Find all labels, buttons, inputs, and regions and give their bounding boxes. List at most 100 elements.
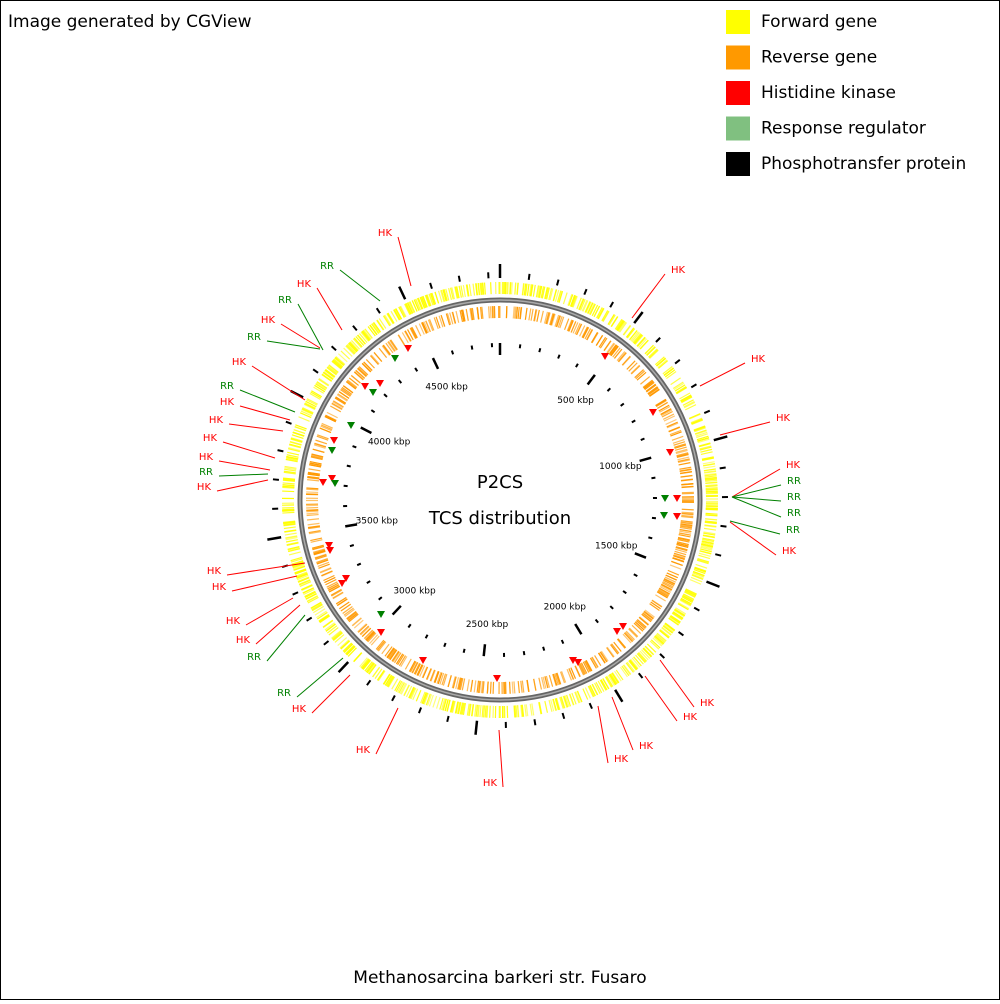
outer-tick — [278, 450, 284, 451]
feature-label: RR — [220, 381, 234, 392]
feature-label: HK — [786, 460, 801, 471]
scale-label: 3500 kbp — [356, 516, 399, 526]
legend-swatch — [726, 10, 750, 34]
inner-tick — [464, 649, 465, 653]
inner-tick — [452, 351, 453, 355]
outer-tick — [273, 479, 279, 480]
forward-gene — [705, 515, 717, 516]
scale-label: 3000 kbp — [393, 587, 436, 597]
legend-label: Response regulator — [761, 119, 926, 139]
forward-gene — [485, 283, 486, 295]
feature-label: RR — [247, 332, 261, 343]
feature-label: RR — [247, 652, 261, 663]
forward-gene — [282, 487, 294, 488]
legend-label: Forward gene — [761, 12, 877, 32]
feature-label: HK — [356, 745, 371, 756]
inner-tick — [347, 466, 351, 467]
reverse-gene — [306, 510, 318, 511]
scale-label: 500 kbp — [557, 396, 594, 406]
forward-gene — [283, 485, 295, 486]
feature-label: HK — [292, 704, 307, 715]
scale-label: 4000 kbp — [368, 438, 411, 448]
legend-swatch — [726, 46, 750, 70]
forward-gene — [491, 282, 492, 294]
forward-gene — [706, 486, 718, 487]
outer-tick — [720, 468, 726, 469]
feature-label: HK — [700, 698, 715, 709]
feature-label: HK — [671, 265, 686, 276]
inner-tick — [350, 545, 354, 546]
reverse-gene — [510, 682, 511, 694]
outer-tick — [447, 716, 448, 722]
feature-label: RR — [787, 508, 801, 519]
feature-label: HK — [199, 452, 214, 463]
feature-label: HK — [751, 354, 766, 365]
forward-gene — [490, 706, 491, 718]
reverse-gene — [487, 682, 488, 694]
outer-tick — [459, 276, 460, 282]
feature-label: HK — [776, 413, 791, 424]
inner-tick — [353, 446, 357, 447]
inner-tick — [651, 478, 655, 479]
inner-tick — [539, 348, 540, 352]
scale-label: 4500 kbp — [425, 382, 468, 392]
forward-gene — [706, 513, 718, 514]
feature-label: HK — [614, 754, 629, 765]
inner-tick — [472, 346, 473, 350]
inner-tick — [444, 643, 445, 647]
feature-label: RR — [277, 688, 291, 699]
feature-label: RR — [786, 525, 800, 536]
scale-label: 1000 kbp — [599, 462, 642, 472]
forward-gene — [706, 489, 718, 490]
reverse-gene — [489, 306, 490, 318]
feature-label: RR — [199, 467, 213, 478]
legend-swatch — [726, 81, 750, 105]
forward-gene — [514, 705, 515, 717]
outer-tick — [715, 554, 721, 555]
forward-gene — [487, 706, 488, 718]
reverse-gene — [682, 509, 694, 510]
feature-label: HK — [297, 279, 312, 290]
feature-label: RR — [278, 295, 292, 306]
center-title: P2CS — [477, 472, 523, 493]
reverse-gene — [306, 513, 318, 514]
legend-label: Phosphotransfer protein — [761, 154, 966, 174]
feature-label: HK — [232, 357, 247, 368]
legend-label: Histidine kinase — [761, 83, 896, 103]
feature-label: HK — [378, 228, 393, 239]
scale-label: 2500 kbp — [466, 620, 509, 630]
outer-tick — [476, 721, 477, 735]
inner-tick — [524, 651, 525, 655]
feature-label: HK — [782, 546, 797, 557]
feature-label: HK — [639, 741, 654, 752]
inner-tick — [543, 647, 544, 651]
feature-label: HK — [209, 415, 224, 426]
forward-gene — [282, 510, 294, 511]
center-subtitle: TCS distribution — [428, 508, 571, 529]
feature-label: RR — [320, 261, 334, 272]
feature-label: HK — [197, 482, 212, 493]
forward-gene — [706, 488, 718, 489]
feature-label: HK — [236, 635, 251, 646]
inner-tick — [484, 644, 485, 656]
outer-tick — [720, 526, 726, 527]
forward-gene — [512, 282, 513, 294]
scale-label: 1500 kbp — [595, 541, 638, 551]
feature-label: HK — [203, 433, 218, 444]
scale-label: 2000 kbp — [544, 602, 587, 612]
feature-label: RR — [787, 476, 801, 487]
outer-tick — [534, 719, 535, 725]
feature-label: HK — [261, 315, 276, 326]
feature-label: HK — [220, 397, 235, 408]
feature-label: HK — [683, 712, 698, 723]
legend-swatch — [726, 117, 750, 141]
forward-gene — [510, 282, 511, 294]
feature-label: RR — [787, 492, 801, 503]
forward-gene — [282, 512, 294, 513]
reverse-gene — [306, 489, 318, 490]
legend-swatch — [726, 152, 750, 176]
inner-tick — [648, 537, 652, 538]
feature-label: HK — [212, 582, 227, 593]
